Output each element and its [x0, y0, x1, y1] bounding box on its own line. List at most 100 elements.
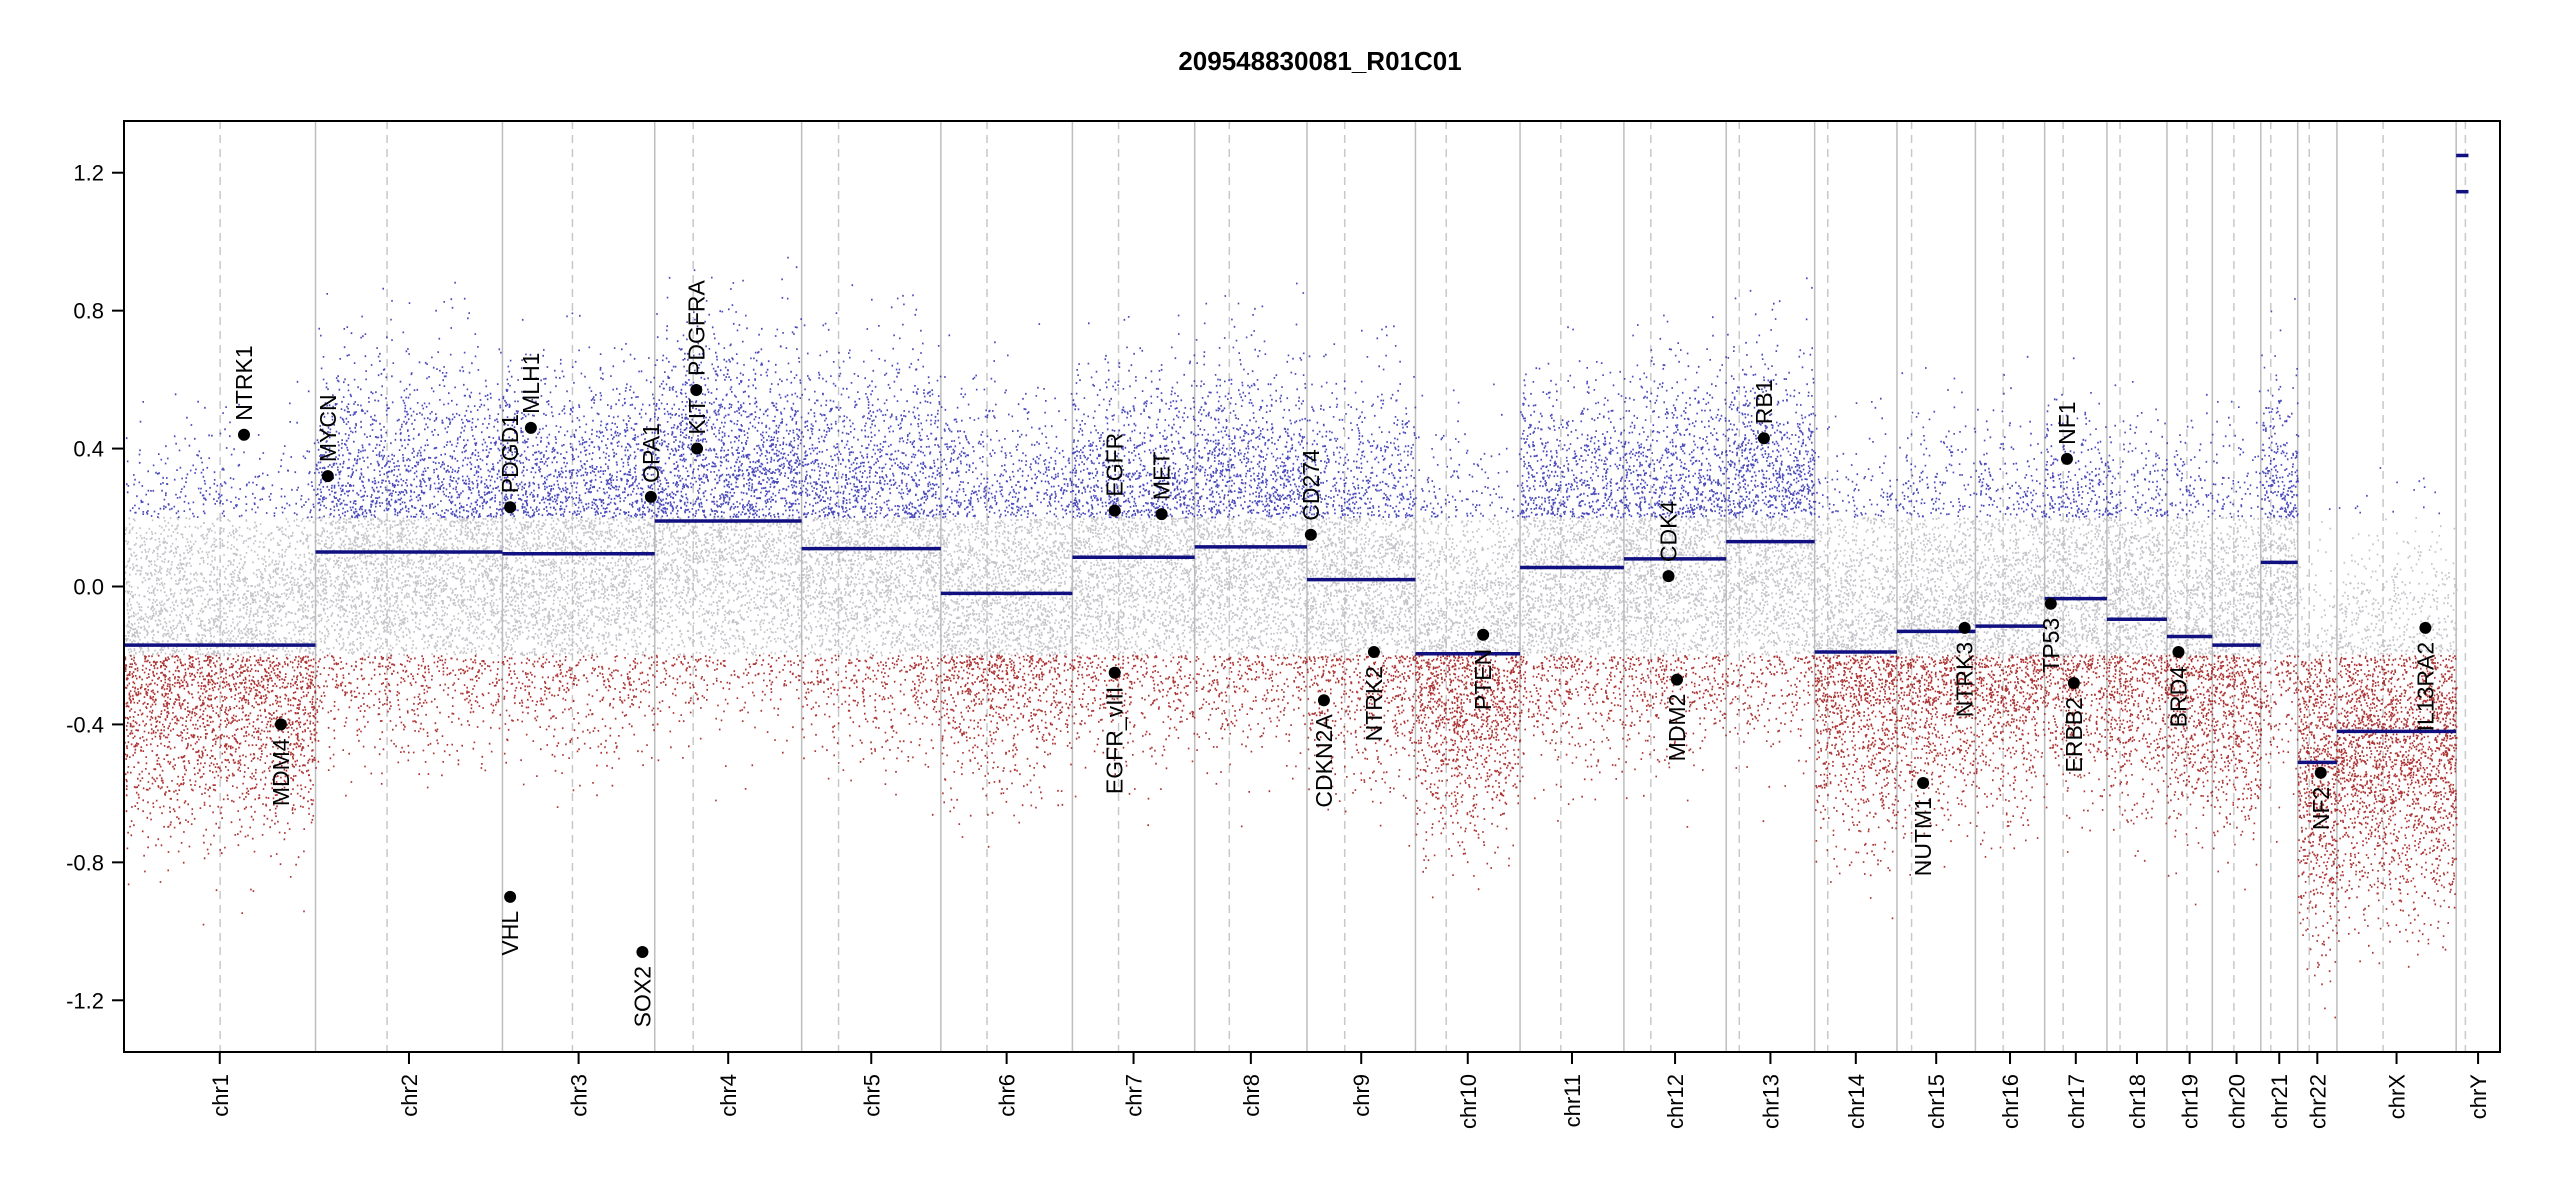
probe-points: [124, 256, 2458, 1019]
x-tick-label: chr21: [2267, 1074, 2292, 1129]
gene-label: IL13RA2: [2412, 642, 2438, 732]
gene-marker: [1317, 694, 1330, 707]
gene-annotations: NTRK1 MDM4 MYCN PDGD1 VHL MLH1 OPA1 SOX2 KIT PDGF…: [231, 279, 2438, 1027]
y-tick-label: -1.2: [66, 988, 104, 1013]
gene-marker: [1662, 570, 1675, 583]
gene-marker: [1108, 504, 1121, 517]
x-tick-label: chr3: [567, 1074, 592, 1117]
x-axis: chr1 chr2 chr3 chr4 chr5 chr6 chr7 chr8 chr9 chr1…: [208, 1052, 2491, 1129]
gene-marker: [1304, 528, 1317, 541]
gene-marker: [1477, 628, 1490, 641]
x-tick-label: chrX: [2385, 1074, 2410, 1120]
gene-label: SOX2: [629, 966, 655, 1027]
x-tick-label: chr6: [995, 1074, 1020, 1117]
x-tick-label: chr19: [2178, 1074, 2203, 1129]
gene-marker: [1108, 666, 1121, 679]
gene-label: PTEN: [1470, 649, 1496, 710]
gene-label: CDKN2A: [1311, 714, 1337, 808]
gene-marker: [504, 501, 517, 514]
x-tick-label: chr16: [1998, 1074, 2023, 1129]
segment-lines: [124, 153, 2469, 765]
gene-label: KIT: [684, 399, 710, 435]
gene-label: MLH1: [518, 353, 544, 414]
gene-marker: [2060, 452, 2073, 465]
gene-label: MET: [1149, 452, 1175, 501]
gene-label: OPA1: [638, 423, 664, 483]
gene-marker: [636, 946, 649, 959]
gene-label: EGFR: [1102, 433, 1128, 497]
gene-label: RB1: [1751, 379, 1777, 424]
x-tick-label: chr8: [1239, 1074, 1264, 1117]
gene-label: CDK4: [1656, 501, 1682, 563]
gene-label: NUTM1: [1910, 797, 1936, 876]
gene-marker: [2172, 646, 2185, 659]
gene-marker: [2419, 621, 2432, 634]
gene-marker: [504, 890, 517, 903]
gene-label: VHL: [497, 911, 523, 956]
gene-label: NTRK2: [1361, 666, 1387, 741]
y-tick-label: -0.4: [66, 712, 104, 737]
x-tick-label: chr2: [397, 1074, 422, 1117]
gene-label: MDM4: [268, 738, 294, 806]
x-tick-label: chr18: [2125, 1074, 2150, 1129]
y-tick-label: 0.8: [73, 299, 104, 324]
gene-marker: [1958, 621, 1971, 634]
x-tick-label: chr22: [2305, 1074, 2330, 1129]
probe-points-gain: [125, 256, 2440, 519]
plot-frame: [123, 120, 2501, 1053]
gene-label: NTRK1: [231, 345, 257, 420]
gene-label: BRD4: [2165, 666, 2191, 728]
x-tick-label: chr20: [2225, 1074, 2250, 1129]
gene-marker: [1757, 432, 1770, 445]
gene-label: NF1: [2054, 401, 2080, 444]
x-tick-label: chr10: [1456, 1074, 1481, 1129]
y-axis: -1.2 -0.8 -0.4 0.0 0.4 0.8 1.2: [66, 161, 124, 1013]
gene-marker: [644, 490, 657, 503]
chromosome-boundaries: [314, 121, 2457, 1052]
gene-label: PDGFRA: [683, 279, 709, 376]
x-tick-label: chr7: [1122, 1074, 1147, 1117]
gene-marker: [1917, 777, 1930, 790]
x-tick-label: chr11: [1560, 1074, 1585, 1127]
gene-label: CD274: [1298, 449, 1324, 521]
gene-label: NF2: [2308, 787, 2334, 830]
gene-label: ERBB2: [2061, 697, 2087, 772]
y-tick-label: 0.0: [73, 575, 104, 600]
x-tick-label: chr1: [208, 1074, 233, 1117]
x-tick-label: chr4: [716, 1074, 741, 1117]
gene-marker: [321, 470, 334, 483]
gene-marker: [1670, 673, 1683, 686]
gene-marker: [1155, 508, 1168, 521]
gene-marker: [1367, 646, 1380, 659]
x-tick-label: chr13: [1758, 1074, 1783, 1129]
gene-marker: [2314, 766, 2327, 779]
x-tick-label: chr5: [859, 1074, 884, 1117]
gene-marker: [274, 718, 287, 731]
x-tick-label: chrY: [2466, 1074, 2491, 1120]
x-tick-label: chr14: [1844, 1074, 1869, 1129]
x-tick-label: chr12: [1663, 1074, 1688, 1129]
gene-label: MYCN: [315, 394, 341, 462]
gene-marker: [2044, 597, 2057, 610]
x-tick-label: chr9: [1349, 1074, 1374, 1117]
probe-points-loss: [124, 654, 2458, 1019]
x-tick-label: chr17: [2064, 1074, 2089, 1129]
gene-marker: [691, 442, 704, 455]
gene-marker: [237, 428, 250, 441]
gene-label: MDM2: [1664, 694, 1690, 762]
y-tick-label: -0.8: [66, 850, 104, 875]
x-tick-label: chr15: [1924, 1074, 1949, 1129]
y-tick-label: 0.4: [73, 437, 104, 462]
y-tick-label: 1.2: [73, 161, 104, 186]
gene-label: TP53: [2038, 618, 2064, 673]
gene-marker: [2067, 677, 2080, 690]
gene-label: PDGD1: [497, 414, 523, 493]
gene-label: NTRK3: [1952, 642, 1978, 717]
gene-label: EGFR_vIII: [1102, 687, 1128, 794]
probe-points-neutral: [124, 516, 2458, 657]
centromere-lines: [219, 121, 2467, 1052]
gene-marker: [524, 421, 537, 434]
chart-title: 209548830081_R01C01: [1178, 46, 1461, 76]
gene-marker: [690, 383, 703, 396]
